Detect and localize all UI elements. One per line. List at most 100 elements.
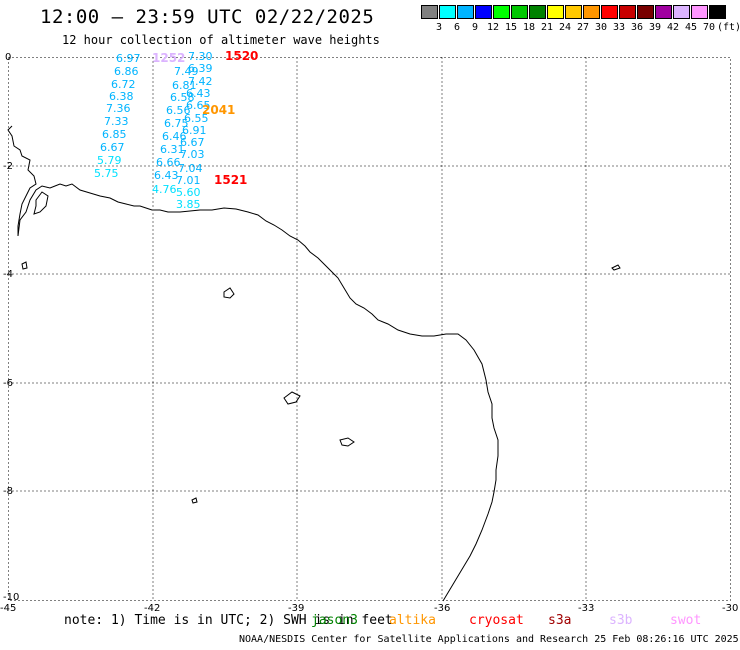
y-tick-label: -4 xyxy=(3,269,13,280)
y-tick-label: 0 xyxy=(5,52,11,63)
legend-swatch xyxy=(673,5,690,19)
wave-height-label: 5.79 xyxy=(97,154,122,167)
x-tick-label: -33 xyxy=(578,603,594,614)
satellite-label: cryosat xyxy=(469,613,524,628)
legend-swatch xyxy=(619,5,636,19)
wave-height-label: 5.60 xyxy=(176,186,201,199)
satellite-label: jason3 xyxy=(311,613,358,628)
wave-height-label: 6.58 xyxy=(170,91,195,104)
legend-label: 6 xyxy=(453,22,461,33)
x-tick-label: -45 xyxy=(0,603,16,614)
legend-swatch xyxy=(655,5,672,19)
wave-height-label: 7.42 xyxy=(188,75,213,88)
legend-label: 18 xyxy=(522,22,536,33)
legend-label: 21 xyxy=(540,22,554,33)
satellite-label: swot xyxy=(670,613,702,628)
coastline xyxy=(7,125,621,602)
wave-height-label: 6.67 xyxy=(180,136,205,149)
legend-swatch xyxy=(637,5,654,19)
x-tick-labels: -45 -42 -39 -36 -33 -30 xyxy=(0,603,738,614)
wave-height-label: 7.33 xyxy=(104,115,129,128)
wave-height-label: 6.38 xyxy=(109,90,134,103)
wave-height-label: 6.39 xyxy=(188,62,213,75)
legend-label: 15 xyxy=(504,22,518,33)
wave-height-label: 6.46 xyxy=(162,130,187,143)
pass-time-label: 1521 xyxy=(214,173,247,187)
footer-credit: NOAA/NESDIS Center for Satellite Applica… xyxy=(239,634,739,645)
island-4 xyxy=(339,437,355,447)
legend-label: 24 xyxy=(558,22,572,33)
island-1 xyxy=(33,191,49,215)
wave-height-label: 7.49 xyxy=(174,65,199,78)
map-title: 12:00 – 23:59 UTC 02/22/2025 xyxy=(40,6,375,28)
wave-height-label: 6.31 xyxy=(160,143,185,156)
legend-label: 70 xyxy=(702,22,716,33)
wave-height-label: 6.67 xyxy=(100,141,125,154)
wave-height-label: 3.85 xyxy=(176,198,201,211)
legend-swatch xyxy=(475,5,492,19)
wave-height-label: 6.56 xyxy=(166,104,191,117)
wave-height-label: 7.30 xyxy=(188,50,213,63)
island-6 xyxy=(21,261,28,270)
legend-unit: (ft) xyxy=(717,22,740,33)
legend-swatch xyxy=(529,5,546,19)
satellite-label: s3a xyxy=(548,613,572,628)
pass-time-label: 1520 xyxy=(225,49,258,63)
wave-height-label: 5.75 xyxy=(94,167,119,180)
wave-height-label: 6.86 xyxy=(114,65,139,78)
y-tick-label: -10 xyxy=(3,592,19,603)
wave-height-label: 6.55 xyxy=(184,112,209,125)
legend-swatch xyxy=(583,5,600,19)
y-tick-label: -8 xyxy=(3,486,13,497)
altimeter-tracks: 6.976.866.726.387.367.336.856.675.795.75… xyxy=(94,49,258,211)
wave-height-label: 6.91 xyxy=(182,124,207,137)
satellite-label: altika xyxy=(389,613,436,628)
x-tick-label: -42 xyxy=(144,603,160,614)
island-5 xyxy=(611,264,621,271)
coastline-west xyxy=(7,125,37,236)
wave-height-label: 6.66 xyxy=(156,156,181,169)
legend-label: 27 xyxy=(576,22,590,33)
wave-height-label: 6.81 xyxy=(172,79,197,92)
x-tick-label: -30 xyxy=(722,603,738,614)
map-subtitle: 12 hour collection of altimeter wave hei… xyxy=(62,33,380,47)
legend-swatch xyxy=(709,5,726,19)
island-7 xyxy=(191,497,198,504)
legend-swatch xyxy=(691,5,708,19)
wave-height-label: 6.72 xyxy=(111,78,136,91)
note-text: note: 1) Time is in UTC; 2) SWH is in fe… xyxy=(64,613,393,628)
x-tick-label: -36 xyxy=(434,603,450,614)
legend-swatch xyxy=(547,5,564,19)
island-3 xyxy=(283,391,301,405)
legend-swatch xyxy=(439,5,456,19)
wave-height-label: 6.75 xyxy=(164,117,189,130)
y-tick-label: -6 xyxy=(3,378,13,389)
grid-lines xyxy=(8,57,731,601)
wave-height-label: 6.85 xyxy=(102,128,127,141)
legend-label: 3 xyxy=(435,22,443,33)
legend-swatch xyxy=(493,5,510,19)
legend-label: 9 xyxy=(471,22,479,33)
legend-label: 30 xyxy=(594,22,608,33)
coastline-main xyxy=(17,183,499,602)
map-frame xyxy=(8,57,731,601)
wave-height-label: 6.43 xyxy=(154,169,179,182)
legend-label: 33 xyxy=(612,22,626,33)
wave-height-label: 7.03 xyxy=(180,148,205,161)
legend-swatch xyxy=(457,5,474,19)
island-2 xyxy=(223,287,235,299)
legend-swatch xyxy=(421,5,438,19)
pass-time-label: 1252 xyxy=(152,51,185,65)
legend-label: 42 xyxy=(666,22,680,33)
y-tick-label: -2 xyxy=(3,161,13,172)
y-tick-labels: 0 -2 -4 -6 -8 -10 xyxy=(3,52,19,603)
satellite-label: s3b xyxy=(609,613,633,628)
legend-swatch xyxy=(565,5,582,19)
wave-height-label: 7.36 xyxy=(106,102,131,115)
wave-height-label: 4.76 xyxy=(152,183,177,196)
legend-label: 12 xyxy=(486,22,500,33)
wave-height-label: 7.04 xyxy=(178,162,203,175)
legend-label: 36 xyxy=(630,22,644,33)
x-tick-label: -39 xyxy=(288,603,304,614)
